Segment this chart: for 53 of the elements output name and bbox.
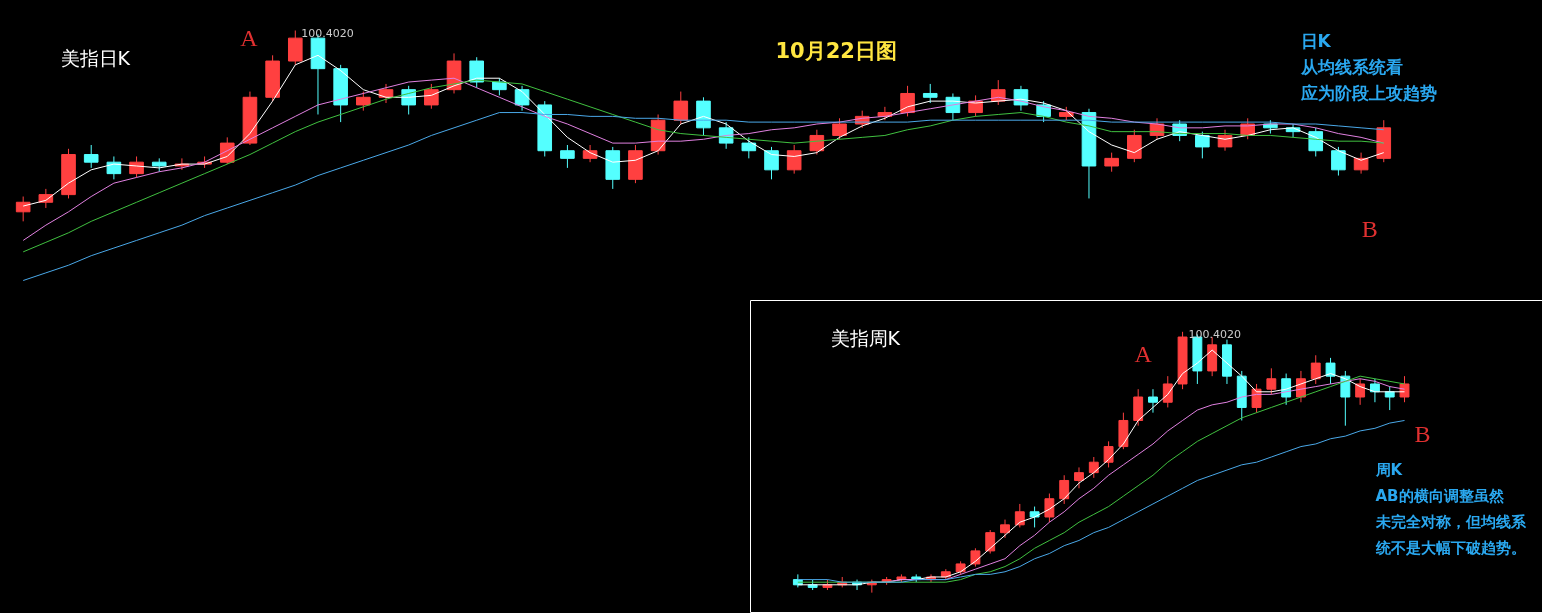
candlestick <box>1195 131 1210 159</box>
candlestick <box>1059 474 1070 505</box>
candlestick <box>15 196 31 222</box>
candlestick <box>1104 152 1119 173</box>
candlestick <box>922 83 938 104</box>
candlestick <box>1029 506 1040 528</box>
candlestick <box>1162 375 1173 408</box>
text: B <box>1414 421 1431 448</box>
candlestick <box>1353 152 1369 175</box>
candlestick <box>1384 386 1395 411</box>
candlestick <box>1266 367 1277 395</box>
candlestick <box>1044 493 1055 523</box>
annotation: 100.4020 <box>301 26 354 40</box>
annotation: 应为阶段上攻趋势 <box>1299 82 1437 103</box>
candlestick <box>1355 378 1366 406</box>
annotation: 10月22日图 <box>775 38 897 63</box>
candlestick <box>1148 388 1158 414</box>
candlestick <box>1074 466 1084 489</box>
annotation: 周K <box>1374 460 1404 479</box>
candlestick <box>1399 375 1410 403</box>
annotation: 统不是大幅下破趋势。 <box>1374 538 1526 557</box>
candlestick <box>832 117 847 140</box>
candlestick <box>424 83 439 110</box>
annotation: 从均线系统看 <box>1299 56 1403 77</box>
candlestick <box>1000 519 1010 539</box>
annotation: AB的横向调整虽然 <box>1375 486 1505 505</box>
candlestick <box>287 30 303 66</box>
text: 美指日K <box>60 46 131 69</box>
candlestick <box>514 85 530 112</box>
candlestick <box>1310 354 1321 385</box>
annotation: 100.4020 <box>1188 327 1242 341</box>
candlestick <box>673 91 689 125</box>
candlestick <box>1133 388 1144 427</box>
annotation: B <box>1361 216 1378 243</box>
annotation: A <box>1134 340 1153 367</box>
annotation: 未完全对称，但均线系 <box>1374 512 1527 531</box>
annotation: A <box>240 24 259 51</box>
candlestick <box>1127 129 1142 163</box>
candlestick <box>1331 146 1346 177</box>
candlestick <box>83 144 99 169</box>
candlestick <box>741 136 757 159</box>
candlestick <box>764 146 779 180</box>
candlestick <box>1103 440 1114 468</box>
candlestick <box>469 56 485 89</box>
candlestick <box>1325 357 1336 385</box>
chart-title: 美指周K <box>830 326 901 349</box>
candlestick <box>1014 503 1025 528</box>
candlestick <box>106 155 122 180</box>
candlestick <box>356 91 371 112</box>
annotation: 日K <box>1300 30 1332 51</box>
candlestick <box>560 144 575 169</box>
candlestick <box>786 144 802 175</box>
candlestick <box>1217 129 1233 152</box>
